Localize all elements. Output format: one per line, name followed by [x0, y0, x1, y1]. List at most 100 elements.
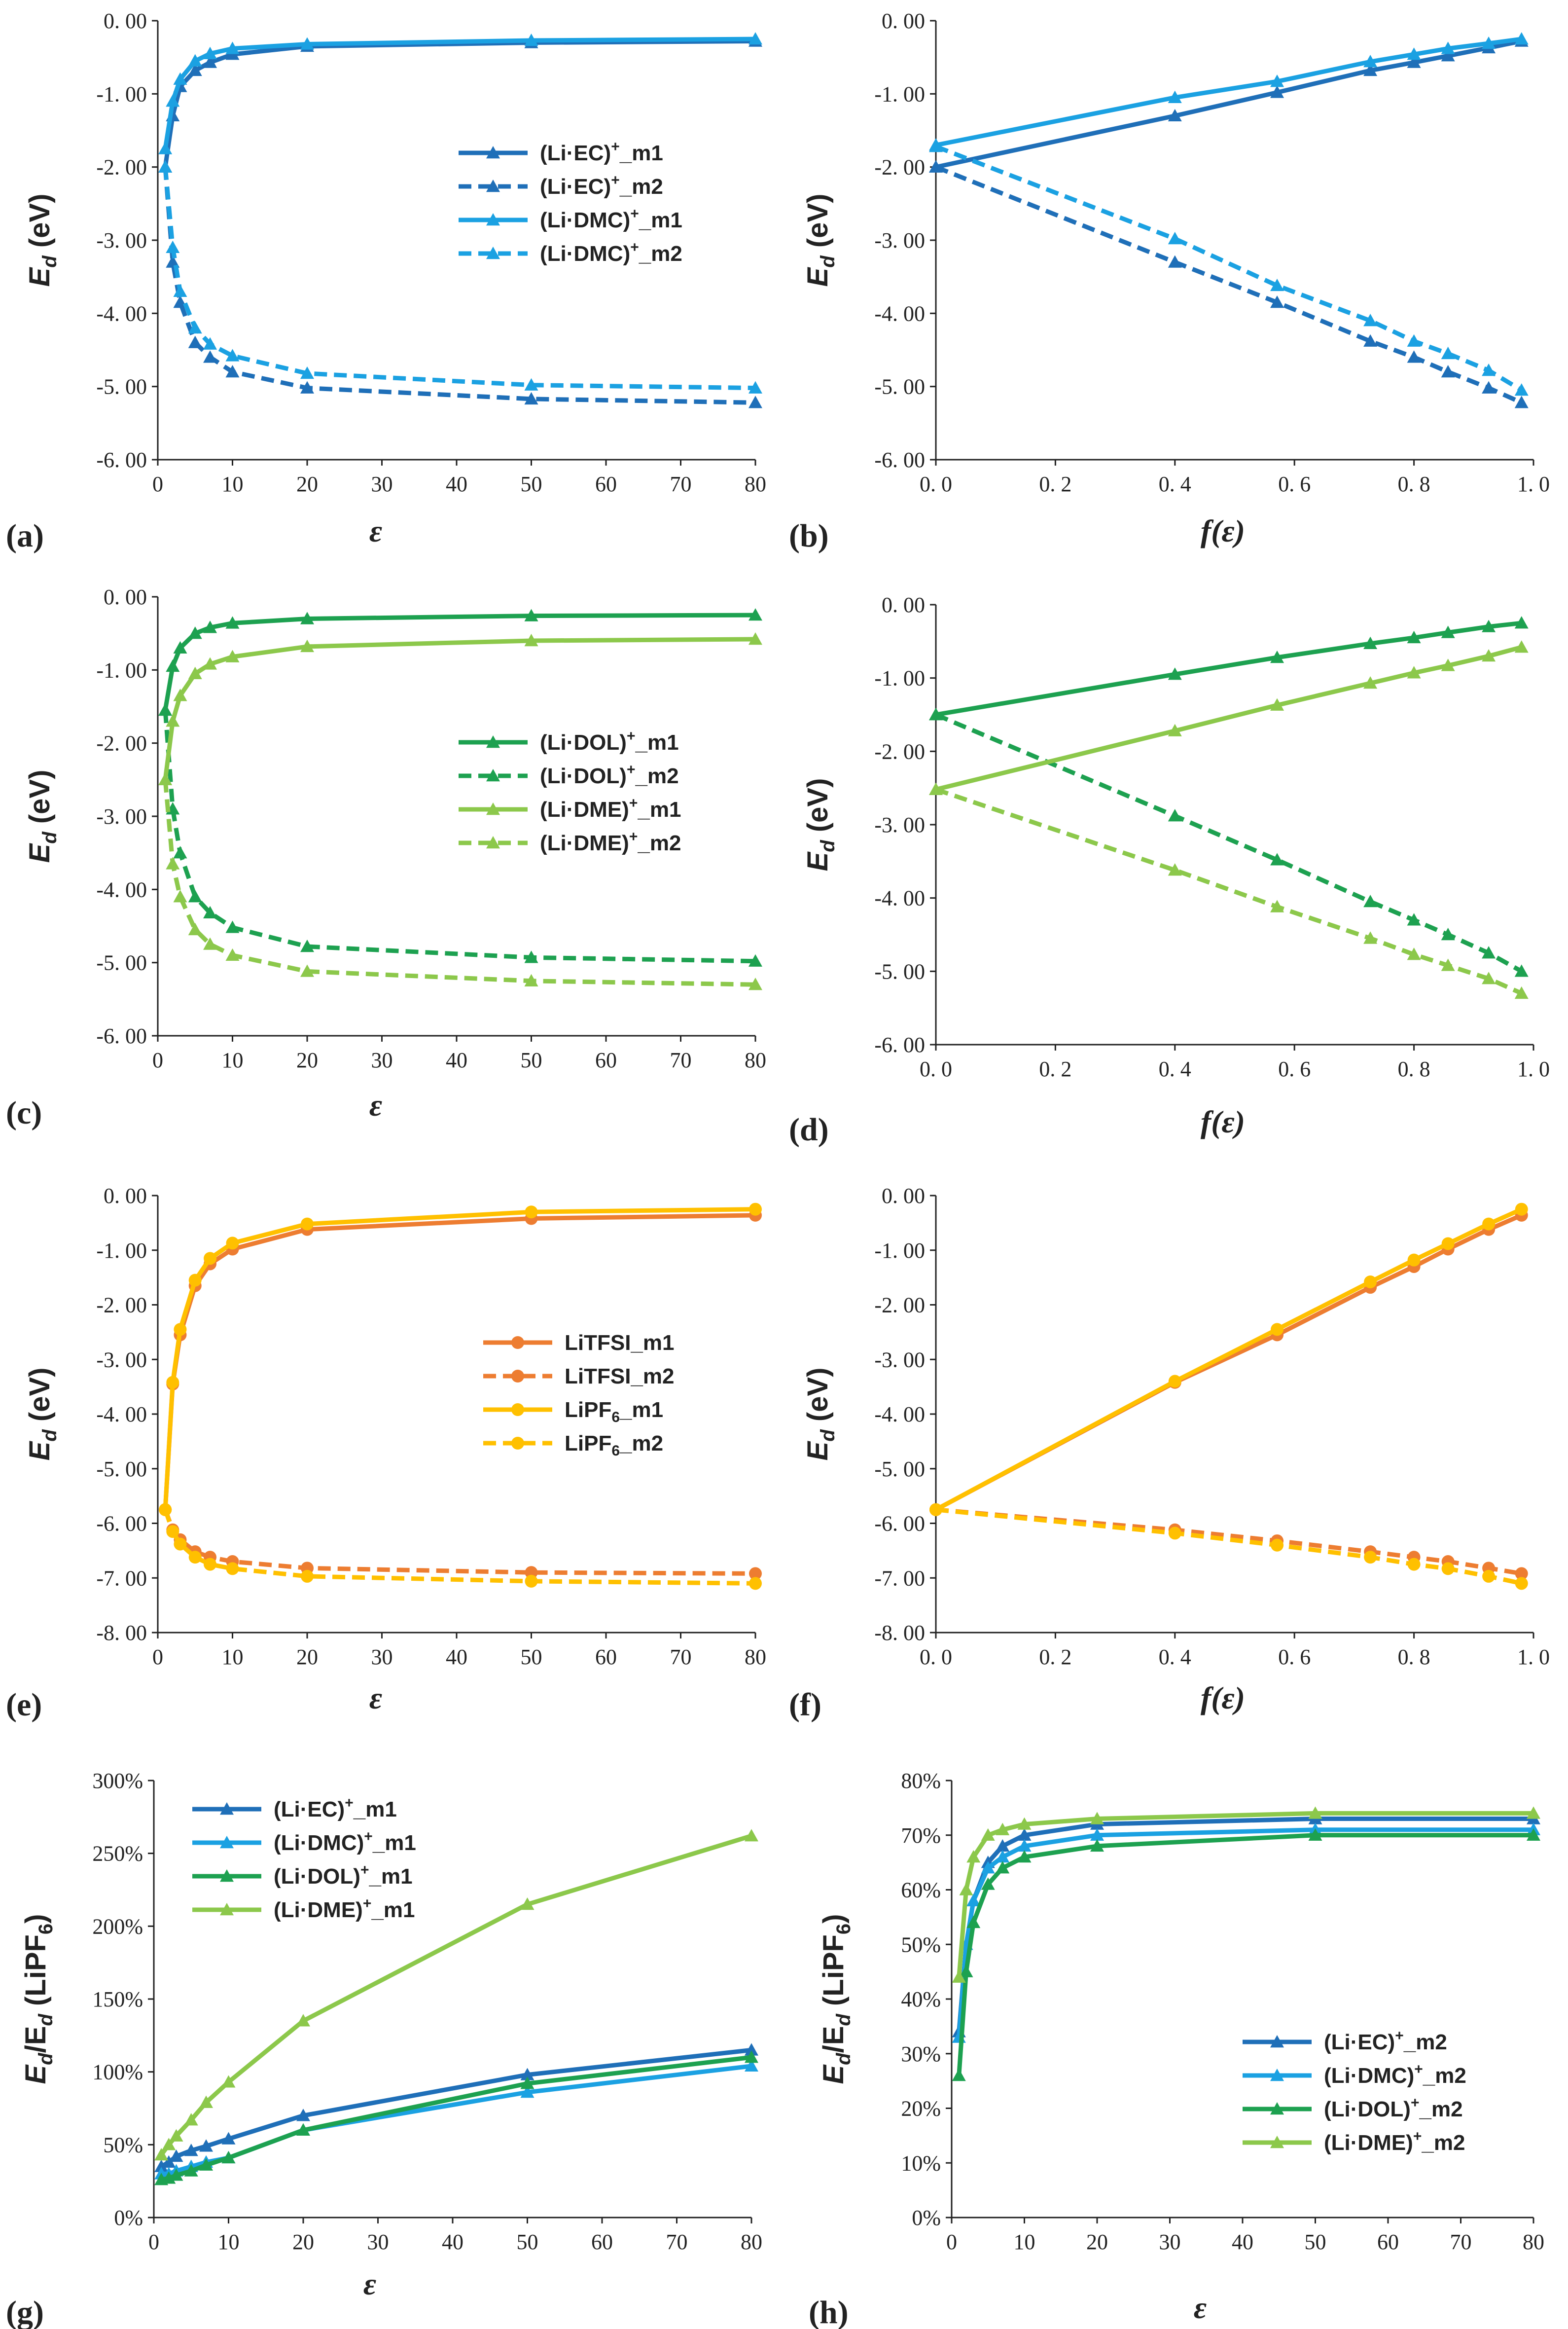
- legend-label-sup: +: [1414, 2061, 1423, 2077]
- legend-label-main: (Li·DME): [540, 798, 629, 822]
- x-tick-label: 1. 0: [1517, 472, 1550, 496]
- y-tick-label: -6. 00: [874, 1512, 925, 1536]
- series-4: [158, 160, 762, 394]
- legend-label-main: (Li·DMC): [274, 1831, 364, 1855]
- legend-label-tail: _m2: [1419, 2097, 1462, 2121]
- y-tick-label: 0. 00: [882, 9, 925, 33]
- data-point: [929, 140, 943, 152]
- y-title-slash: /E: [20, 2026, 52, 2053]
- data-point: [1168, 1527, 1181, 1540]
- data-point: [1482, 1217, 1496, 1231]
- legend-label: (Li·DOL)+_m2: [540, 762, 679, 788]
- legend-marker: [511, 1336, 524, 1349]
- x-tick-label: 80: [745, 1048, 766, 1072]
- data-point: [1017, 1850, 1032, 1863]
- legend-label-tail: _m2: [1423, 2064, 1466, 2088]
- y-axis-title: Ed (eV): [24, 770, 61, 863]
- data-point: [1441, 365, 1455, 378]
- data-point: [996, 1839, 1010, 1852]
- y-title-sub: d: [833, 2052, 855, 2065]
- data-point: [929, 782, 943, 795]
- legend-label: LiPF6_m1: [565, 1398, 663, 1425]
- series-1: [159, 1208, 762, 1516]
- series-4: [159, 1503, 762, 1590]
- y-title-sub2: d: [35, 2013, 57, 2026]
- data-point: [159, 1503, 172, 1516]
- data-point: [296, 2123, 310, 2136]
- data-point: [184, 2164, 198, 2177]
- y-tick-label: -3. 00: [96, 1347, 147, 1372]
- data-point: [1017, 1828, 1032, 1841]
- data-point: [173, 689, 187, 701]
- data-point: [158, 142, 173, 154]
- x-tick-label: 80: [745, 472, 766, 496]
- x-tick-label: 1. 0: [1517, 1057, 1550, 1081]
- legend-label-main: (Li·DOL): [540, 730, 627, 755]
- data-point: [525, 1574, 538, 1588]
- data-point: [1090, 1839, 1104, 1852]
- data-point: [166, 1376, 179, 1389]
- data-point: [1168, 667, 1182, 680]
- x-tick-label: 0. 8: [1398, 472, 1430, 496]
- x-tick-label: 70: [670, 1645, 692, 1669]
- data-point: [225, 365, 240, 378]
- data-point: [166, 255, 180, 268]
- legend-label: (Li·DME)+_m1: [274, 1895, 415, 1922]
- data-point: [184, 2113, 198, 2126]
- legend: (Li·EC)+_m2(Li·DMC)+_m2(Li·DOL)+_m2(Li·D…: [1243, 2028, 1466, 2155]
- x-tick-label: 60: [595, 1645, 617, 1669]
- series-line: [935, 39, 1522, 170]
- y-tick-label: -6. 00: [874, 1033, 925, 1057]
- legend-label-tail: _m1: [368, 1864, 412, 1889]
- legend-label-sup: +: [364, 1828, 373, 1845]
- y-tick-label: -4. 00: [96, 1402, 147, 1426]
- data-point: [226, 1562, 239, 1575]
- legend-label-sub: 6: [611, 1409, 620, 1425]
- data-point: [952, 1970, 966, 1983]
- y-tick-label: -5. 00: [96, 951, 147, 975]
- y-tick-label: 70%: [901, 1823, 941, 1848]
- y-tick-label: 0. 00: [104, 1184, 147, 1208]
- y-title-unit: (eV): [802, 778, 834, 840]
- data-point: [225, 41, 240, 54]
- y-tick-label: -6. 00: [96, 1512, 147, 1536]
- y-title-sub2: d: [833, 2013, 855, 2026]
- y-tick-label: 60%: [901, 1878, 941, 1902]
- panel-label: (b): [789, 518, 829, 554]
- data-point: [1482, 364, 1496, 376]
- y-tick-label: 10%: [901, 2151, 941, 2175]
- data-point: [1271, 1538, 1284, 1552]
- x-tick-label: 10: [222, 1048, 244, 1072]
- x-tick-label: 70: [666, 2230, 688, 2254]
- data-point: [981, 1861, 995, 1874]
- legend-label-tail: _m2: [639, 242, 682, 266]
- data-point: [174, 1323, 187, 1336]
- data-point: [221, 2132, 236, 2145]
- legend-marker: [511, 1437, 524, 1450]
- data-point: [1441, 658, 1455, 671]
- data-point: [1482, 36, 1496, 49]
- data-point: [1441, 1562, 1455, 1575]
- x-tick-label: 0: [946, 2230, 957, 2254]
- data-point: [1363, 636, 1378, 649]
- data-point: [959, 1965, 973, 1977]
- data-point: [174, 1537, 187, 1551]
- data-point: [748, 608, 762, 621]
- x-tick-label: 70: [670, 472, 692, 496]
- legend-label-main: LiTFSI_m1: [565, 1331, 675, 1355]
- legend-label-tail: _m2: [619, 1431, 663, 1456]
- data-point: [1168, 90, 1182, 103]
- data-point: [188, 1551, 202, 1564]
- series-4: [952, 1806, 1540, 1983]
- data-point: [1168, 255, 1182, 268]
- x-tick-label: 40: [446, 472, 467, 496]
- legend-label: (Li·EC)+_m2: [540, 172, 663, 199]
- y-tick-label: 0%: [912, 2206, 941, 2230]
- data-point: [524, 950, 538, 963]
- legend-label-main: (Li·DME): [274, 1898, 363, 1922]
- data-point: [1514, 640, 1529, 653]
- y-tick-label: -4. 00: [874, 301, 925, 326]
- y-tick-label: 40%: [901, 1987, 941, 2011]
- data-point: [188, 1274, 202, 1287]
- data-point: [996, 1822, 1010, 1835]
